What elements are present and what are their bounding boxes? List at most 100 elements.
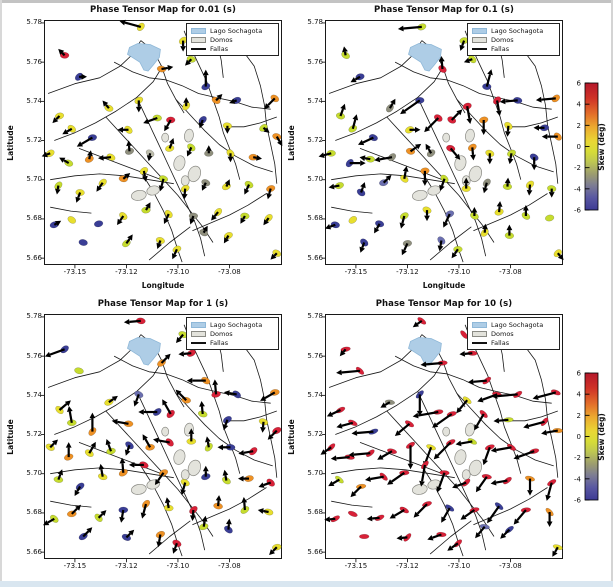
lake-polygon xyxy=(408,337,442,366)
induction-arrow xyxy=(49,442,55,449)
dome-polygon xyxy=(131,483,147,495)
induction-arrow-head xyxy=(267,433,274,440)
induction-arrow-head xyxy=(526,189,533,196)
phase-tensor-ellipse xyxy=(415,390,424,399)
induction-arrow xyxy=(375,223,381,230)
induction-arrow-head xyxy=(399,222,406,229)
induction-arrow-head xyxy=(90,441,96,449)
induction-arrow xyxy=(333,184,340,188)
legend-label: Domos xyxy=(210,329,233,338)
induction-arrow xyxy=(409,146,418,153)
phase-tensor-ellipse xyxy=(347,510,358,517)
induction-arrow xyxy=(49,348,65,356)
induction-arrow-head xyxy=(374,227,380,234)
induction-arrow-head xyxy=(477,396,484,403)
induction-arrow-head xyxy=(470,154,476,161)
y-tick-label: 5.70 xyxy=(26,469,42,478)
induction-arrow-head xyxy=(513,518,520,525)
induction-arrow-head xyxy=(340,103,346,110)
induction-arrow xyxy=(336,456,350,460)
induction-arrow-head xyxy=(415,126,421,133)
induction-arrow xyxy=(68,411,73,423)
panel-1s: Phase Tensor Map for 1 (s) Latitude Lago… xyxy=(6,298,295,587)
phase-tensor-ellipse xyxy=(507,149,516,157)
x-tick-label: -73.10 xyxy=(166,562,190,570)
fault-line xyxy=(54,67,162,141)
induction-arrow-head xyxy=(135,106,142,113)
induction-arrow xyxy=(191,215,195,220)
induction-arrow-head xyxy=(75,196,81,203)
induction-arrow-head xyxy=(62,129,69,135)
induction-arrow-head xyxy=(467,378,474,385)
fault-line xyxy=(331,467,455,479)
induction-arrow xyxy=(403,25,422,30)
phase-tensor-ellipse xyxy=(482,376,492,385)
induction-arrow xyxy=(229,392,237,396)
induction-arrow-head xyxy=(86,527,93,534)
induction-arrow-head xyxy=(487,517,493,524)
induction-arrow xyxy=(371,516,380,520)
induction-arrow-head xyxy=(447,545,454,551)
induction-arrow-head xyxy=(74,489,80,496)
induction-arrow xyxy=(77,192,82,198)
fault-line-swatch-icon xyxy=(472,341,487,344)
panel-title: Phase Tensor Map for 0.01 (s) xyxy=(90,5,236,15)
colorbar-tick-label: -2 xyxy=(574,454,581,462)
induction-arrow-head xyxy=(471,207,478,213)
induction-arrow xyxy=(166,119,172,128)
induction-arrow-head xyxy=(162,399,168,406)
induction-arrow xyxy=(401,215,406,224)
induction-arrow xyxy=(473,379,487,383)
phase-tensor-ellipse xyxy=(462,478,471,487)
induction-arrow xyxy=(442,507,451,519)
dome-polygon xyxy=(412,189,428,201)
induction-arrow-head xyxy=(396,535,403,541)
induction-arrow xyxy=(166,502,170,509)
x-tick-label: -73.12 xyxy=(396,268,419,276)
induction-arrow xyxy=(537,391,557,399)
induction-arrow xyxy=(261,421,265,428)
dome-polygon xyxy=(146,185,160,196)
window-edge-left xyxy=(0,0,2,587)
induction-arrow-head xyxy=(269,549,275,555)
induction-arrow xyxy=(188,146,193,152)
induction-arrow-head xyxy=(241,497,248,503)
induction-arrow-head xyxy=(455,440,462,447)
panel-0p01s: Phase Tensor Map for 0.01 (s) Latitude L… xyxy=(6,4,295,300)
colorbar-tick-label: -4 xyxy=(574,475,582,483)
induction-arrow-head xyxy=(142,434,148,441)
dome-polygon xyxy=(183,128,194,143)
fault-line-swatch-icon xyxy=(191,47,206,50)
induction-arrow xyxy=(66,127,73,133)
phase-tensor-ellipse xyxy=(136,22,145,32)
induction-arrow-head xyxy=(491,393,498,399)
induction-arrow xyxy=(129,319,141,323)
induction-arrow xyxy=(364,157,371,161)
colorbar-tick-label: -6 xyxy=(574,497,582,505)
induction-arrow-head xyxy=(224,179,230,186)
fault-line xyxy=(136,391,206,551)
legend-item-lake: Lago Sochagota xyxy=(191,26,275,35)
induction-arrow-head xyxy=(475,486,482,493)
induction-arrow xyxy=(354,75,361,81)
induction-arrow-head xyxy=(181,193,188,200)
y-tick-label: 5.74 xyxy=(307,390,323,399)
induction-arrow xyxy=(427,147,433,154)
induction-arrow-head xyxy=(490,479,497,486)
induction-arrow-head xyxy=(504,177,511,184)
phase-tensor-ellipse xyxy=(180,184,190,193)
induction-arrow xyxy=(272,546,278,552)
induction-arrow-head xyxy=(438,56,445,62)
lake-swatch-icon xyxy=(191,27,206,34)
legend-item-lake: Lago Sochagota xyxy=(191,320,275,329)
phase-tensor-ellipse xyxy=(355,366,365,375)
induction-arrow-head xyxy=(463,177,470,184)
colorbar-tick-label: 2 xyxy=(577,412,581,420)
induction-arrow xyxy=(496,446,512,452)
induction-arrow-head xyxy=(330,455,337,462)
induction-arrow xyxy=(47,517,55,524)
induction-arrow-head xyxy=(229,98,236,104)
induction-arrow xyxy=(497,393,518,398)
window-edge-right xyxy=(611,0,613,587)
induction-arrow xyxy=(107,443,113,452)
